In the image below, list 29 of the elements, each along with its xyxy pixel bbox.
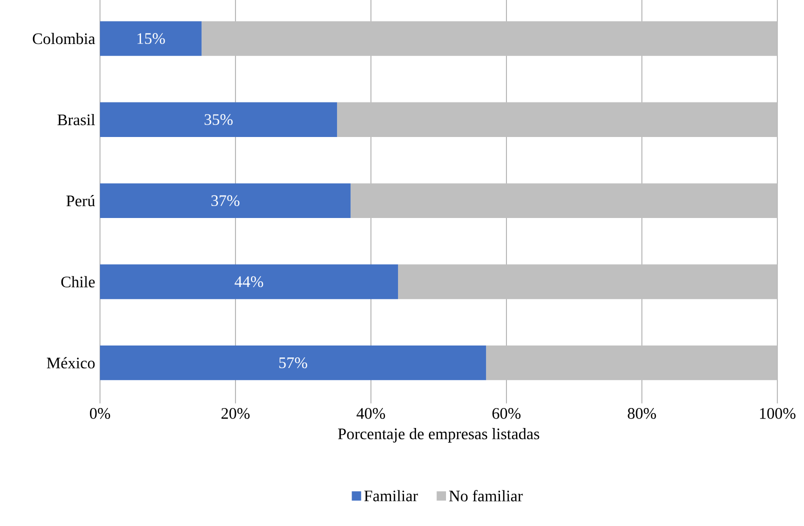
- bar: [202, 21, 778, 56]
- x-tick-label: 40%: [356, 408, 386, 419]
- bar: [100, 345, 486, 380]
- legend-label: Familiar: [364, 490, 418, 502]
- data-label: 15%: [138, 33, 165, 44]
- y-tick-label: Colombia: [32, 32, 96, 44]
- data-label: 44%: [234, 276, 264, 288]
- y-tick-label: Perú: [66, 195, 96, 206]
- bar: [486, 345, 778, 380]
- x-tick-label: 80%: [628, 408, 656, 419]
- x-axis-title: Porcentaje de empresas listadas: [338, 428, 540, 443]
- legend-label: No familiar: [449, 490, 523, 502]
- x-tick-label: 20%: [222, 408, 250, 419]
- bar: [100, 102, 338, 137]
- data-label: 57%: [279, 357, 308, 368]
- data-label: 37%: [211, 195, 240, 206]
- x-tick-label: 0%: [90, 408, 110, 419]
- bar: [350, 183, 778, 218]
- x-tick-label: 60%: [492, 408, 521, 419]
- bar: [100, 264, 398, 300]
- bar: [398, 264, 778, 300]
- bar: [100, 21, 202, 56]
- data-label: 35%: [204, 114, 233, 126]
- x-tick-label: 100%: [760, 408, 796, 419]
- y-tick-label: México: [46, 357, 95, 368]
- y-tick-label: Brasil: [58, 114, 95, 126]
- y-tick-label: Chile: [61, 276, 95, 288]
- bar: [100, 183, 351, 218]
- bar: [337, 102, 778, 137]
